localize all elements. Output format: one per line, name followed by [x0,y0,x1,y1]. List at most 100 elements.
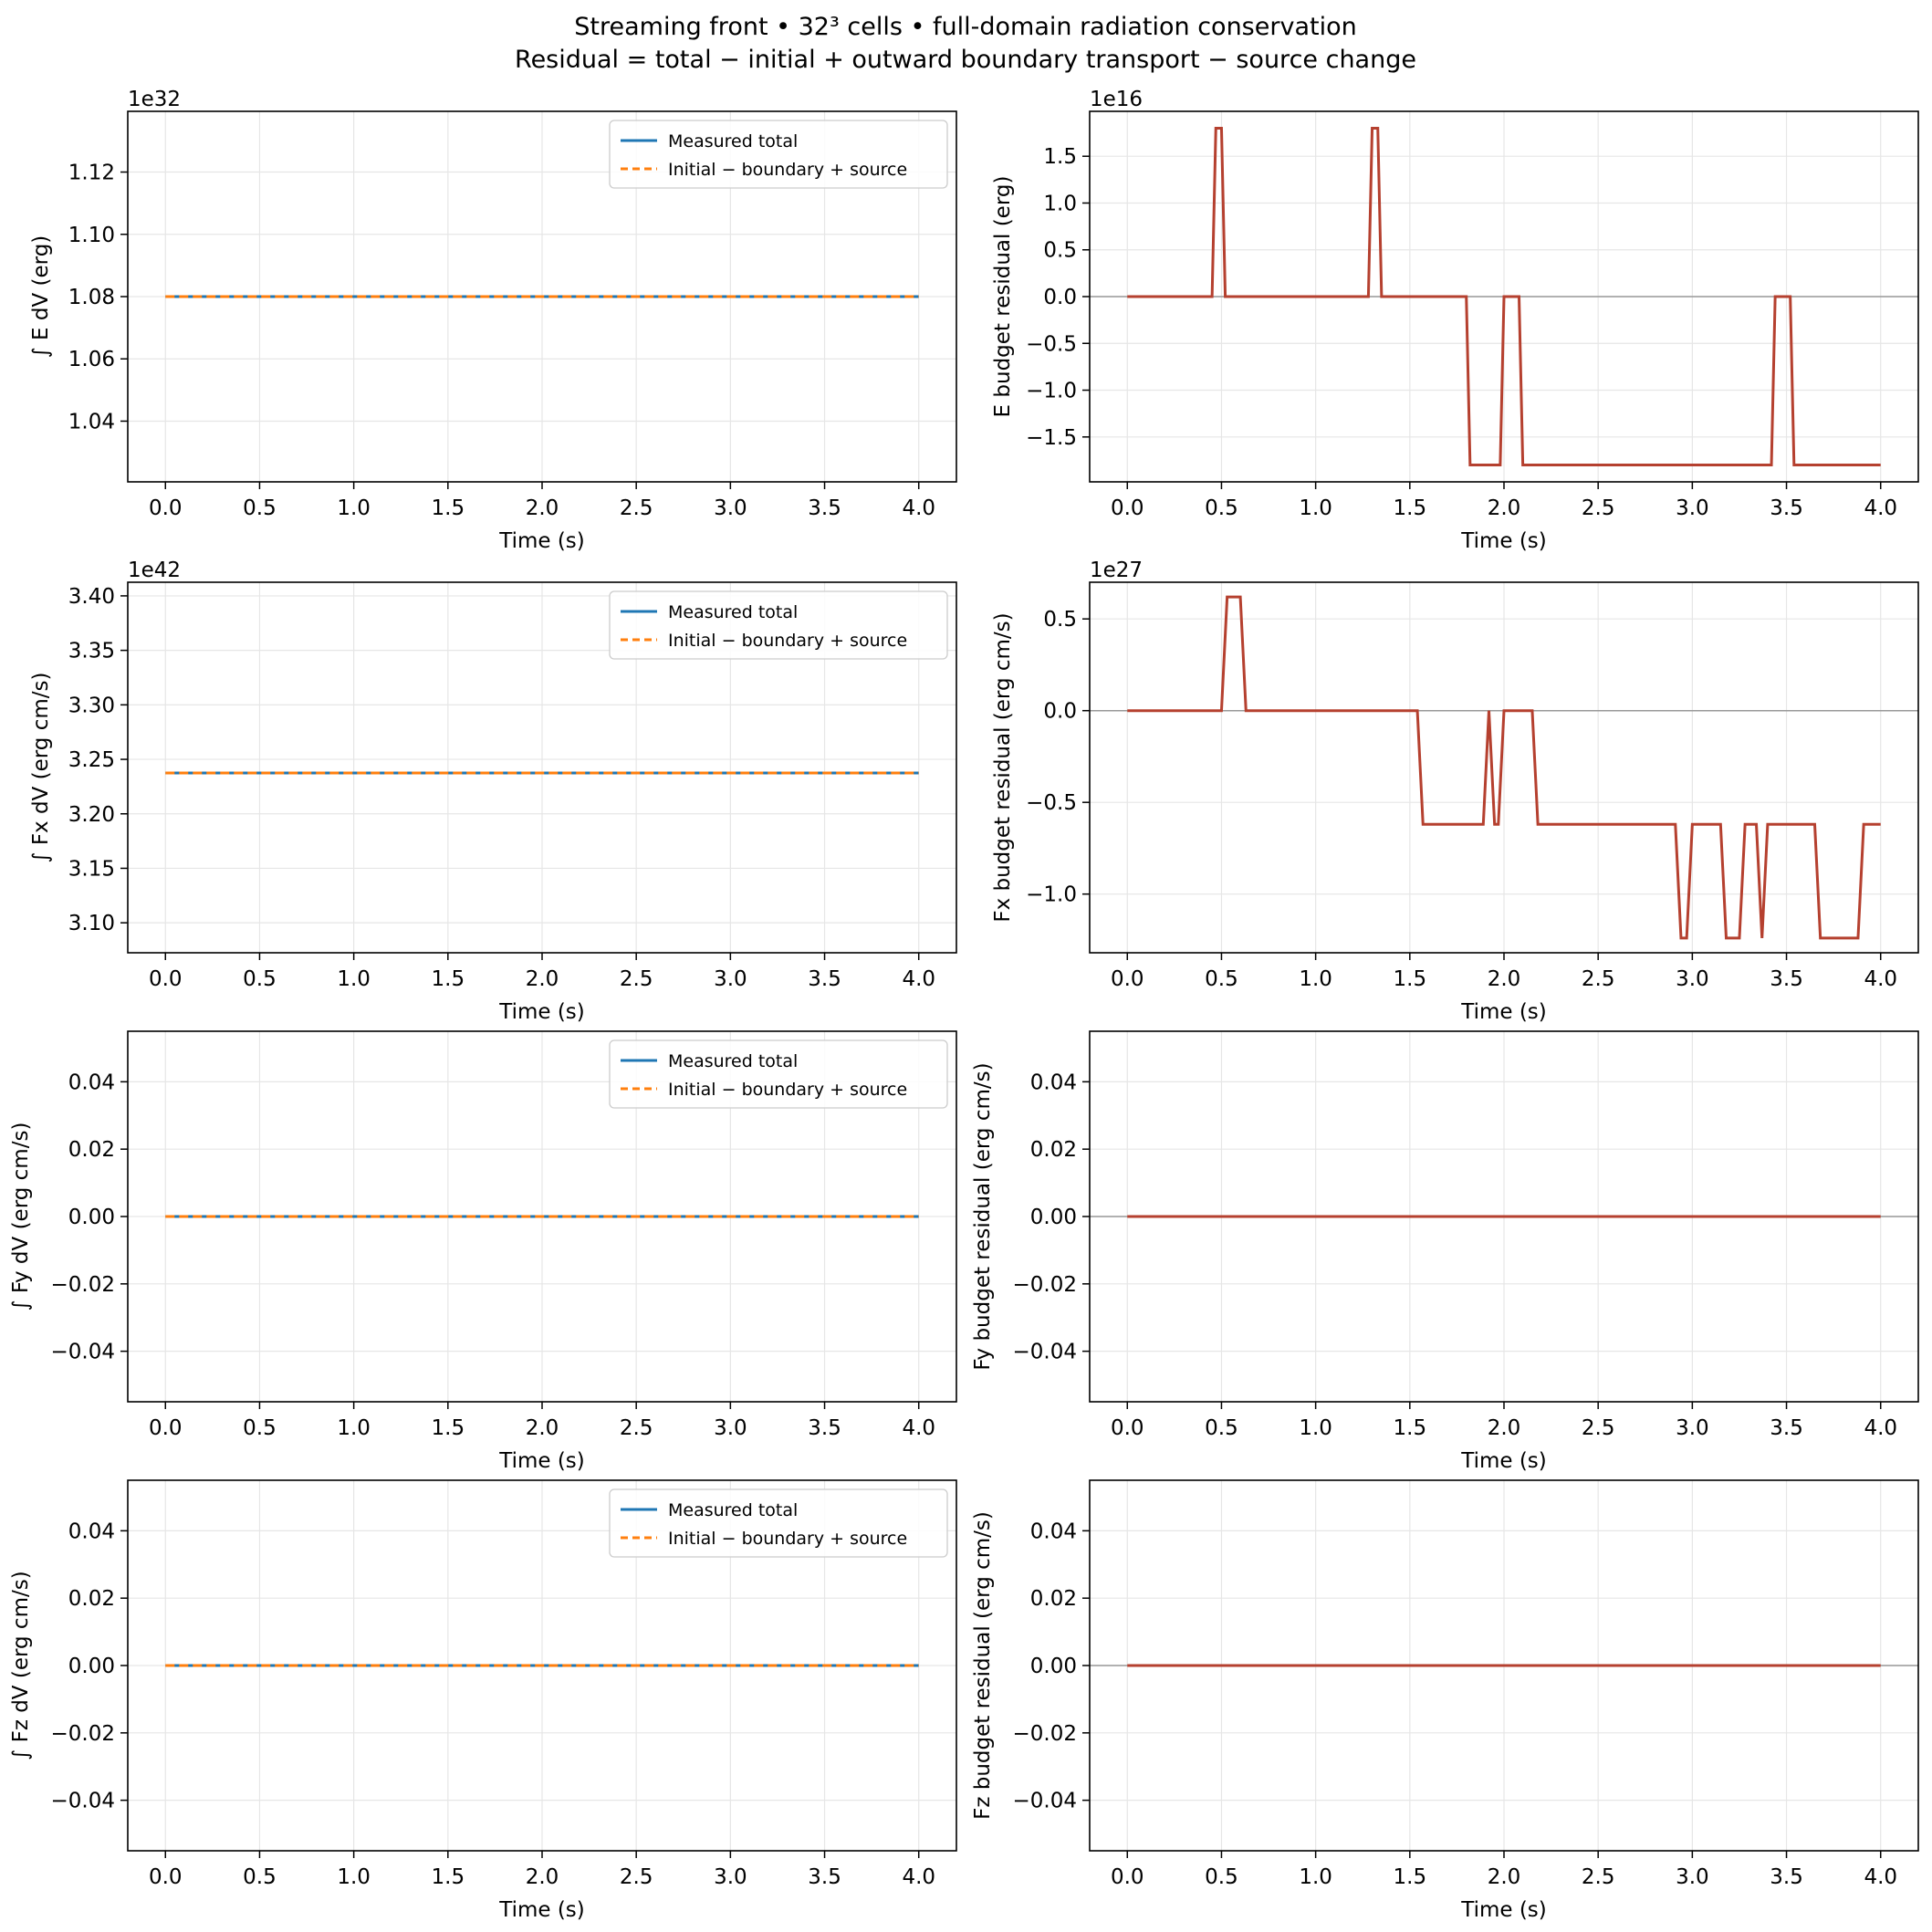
x-tick-label: 2.5 [620,1865,653,1889]
y-tick-label: 3.35 [68,640,115,663]
x-tick-label: 1.5 [432,496,465,520]
y-axis-label: ∫ E dV (erg) [29,235,53,359]
x-tick-label: 0.5 [1205,967,1238,991]
x-tick-label: 0.0 [149,496,183,520]
y-tick-label: 1.08 [68,286,115,309]
x-tick-label: 2.5 [1582,1865,1615,1889]
offset-label: 1e32 [128,88,181,111]
y-tick-label: 1.10 [68,224,115,247]
x-tick-label: 0.0 [149,1865,183,1889]
x-tick-label: 4.0 [902,1416,935,1440]
y-axis-label: ∫ Fx dV (erg cm/s) [29,673,53,863]
x-tick-label: 1.5 [1394,1416,1427,1440]
x-tick-label: 3.0 [714,1416,747,1440]
y-axis-label: Fy budget residual (erg cm/s) [971,1062,995,1370]
y-tick-label: 0.5 [1043,239,1077,263]
offset-label: 1e16 [1090,88,1143,111]
x-tick-label: 1.0 [1299,496,1332,520]
x-tick-label: 1.5 [432,1865,465,1889]
y-axis-label: ∫ Fz dV (erg cm/s) [9,1571,33,1760]
x-tick-label: 1.0 [337,1865,371,1889]
legend: Measured total Initial − boundary + sourc… [609,590,948,660]
x-tick-label: 4.0 [1864,1865,1897,1889]
y-tick-label: −0.04 [51,1790,115,1813]
y-tick-label: 3.25 [68,748,115,772]
x-tick-label: 0.5 [243,967,277,991]
offset-label: 1e27 [1090,559,1143,582]
y-tick-label: 0.02 [1030,1587,1077,1611]
legend-box [609,1039,948,1109]
x-tick-label: 4.0 [902,496,935,520]
y-tick-label: 0.04 [68,1519,115,1543]
legend-box [609,120,948,189]
x-tick-label: 1.0 [337,1416,371,1440]
x-tick-label: 3.5 [1770,1865,1803,1889]
x-tick-label: 2.0 [1488,1865,1521,1889]
panel-2: 0.0 0.5 1.0 1.5 2.0 2.5 3.0 3.5 4.0 −1.5 −1.0 −0.5 0… [991,88,1919,553]
y-tick-label: 0.02 [1030,1138,1077,1162]
x-tick-label: 3.5 [808,1865,841,1889]
figure-title-line1: Streaming front • 32³ cells • full-domai… [574,13,1356,41]
x-axis-label: Time (s) [498,1449,585,1473]
y-tick-label: 3.15 [68,857,115,881]
y-tick-label: 0.02 [68,1587,115,1611]
y-tick-label: −0.02 [51,1273,115,1297]
x-tick-label: 2.5 [1582,1416,1615,1440]
panel-4: 0.0 0.5 1.0 1.5 2.0 2.5 3.0 3.5 4.0 −1.0 −0.5 0.0 0.… [991,559,1919,1024]
panel-1: 0.0 0.5 1.0 1.5 2.0 2.5 3.0 3.5 4.0 1.04 1.06 1.08 1… [29,88,957,553]
x-axis-label: Time (s) [1460,529,1547,553]
x-tick-label: 2.0 [526,496,559,520]
legend-label-predicted: Initial − boundary + source [668,160,907,180]
x-tick-label: 3.0 [714,496,747,520]
legend: Measured total Initial − boundary + sourc… [609,1039,948,1109]
y-tick-label: 0.0 [1043,700,1077,724]
x-tick-label: 2.0 [526,1416,559,1440]
x-tick-label: 4.0 [1864,967,1897,991]
y-axis-label: E budget residual (erg) [991,176,1015,418]
x-tick-label: 3.5 [808,496,841,520]
x-tick-label: 4.0 [1864,496,1897,520]
legend-label-measured: Measured total [668,602,798,622]
y-tick-label: 0.04 [68,1070,115,1094]
y-tick-label: 0.00 [68,1655,115,1678]
panel-3: 0.0 0.5 1.0 1.5 2.0 2.5 3.0 3.5 4.0 3.10 3.15 3.20 3… [29,559,957,1024]
legend-box [609,590,948,660]
y-tick-label: 3.40 [68,585,115,609]
x-tick-label: 1.5 [432,967,465,991]
y-tick-label: 1.06 [68,348,115,371]
x-tick-label: 2.0 [1488,496,1521,520]
x-tick-label: 0.0 [1111,967,1144,991]
y-tick-label: −0.04 [1013,1790,1077,1813]
offset-label: 1e42 [128,559,181,582]
legend: Measured total Initial − boundary + sourc… [609,120,948,189]
y-tick-label: 0.00 [1030,1206,1077,1229]
x-tick-label: 4.0 [902,1865,935,1889]
x-tick-label: 1.0 [1299,967,1332,991]
y-tick-label: −1.0 [1026,380,1077,403]
y-tick-label: −0.04 [51,1341,115,1364]
x-tick-label: 4.0 [902,967,935,991]
y-tick-label: −0.5 [1026,791,1077,815]
x-axis-label: Time (s) [1460,1898,1547,1922]
panel-6: 0.0 0.5 1.0 1.5 2.0 2.5 3.0 3.5 4.0 −0.04 −0.02 0.0… [971,1030,1919,1473]
y-tick-label: 3.20 [68,803,115,827]
legend-label-measured: Measured total [668,1051,798,1071]
legend-label-measured: Measured total [668,1500,798,1520]
x-axis-label: Time (s) [1460,1449,1547,1473]
x-tick-label: 3.5 [808,1416,841,1440]
x-tick-label: 0.0 [149,967,183,991]
x-tick-label: 0.0 [1111,1865,1144,1889]
x-tick-label: 1.0 [1299,1865,1332,1889]
x-tick-label: 0.5 [1205,1416,1238,1440]
y-tick-label: −1.5 [1026,426,1077,450]
x-tick-label: 1.5 [432,1416,465,1440]
y-axis-label: Fx budget residual (erg cm/s) [991,612,1015,922]
x-tick-label: 3.0 [1676,496,1709,520]
x-tick-label: 2.0 [526,967,559,991]
panel-8: 0.0 0.5 1.0 1.5 2.0 2.5 3.0 3.5 4.0 −0.04 −0.02 0.0… [971,1479,1919,1922]
x-tick-label: 0.5 [243,1865,277,1889]
y-tick-label: −1.0 [1026,883,1077,907]
x-tick-label: 2.0 [526,1865,559,1889]
x-axis-label: Time (s) [498,1898,585,1922]
